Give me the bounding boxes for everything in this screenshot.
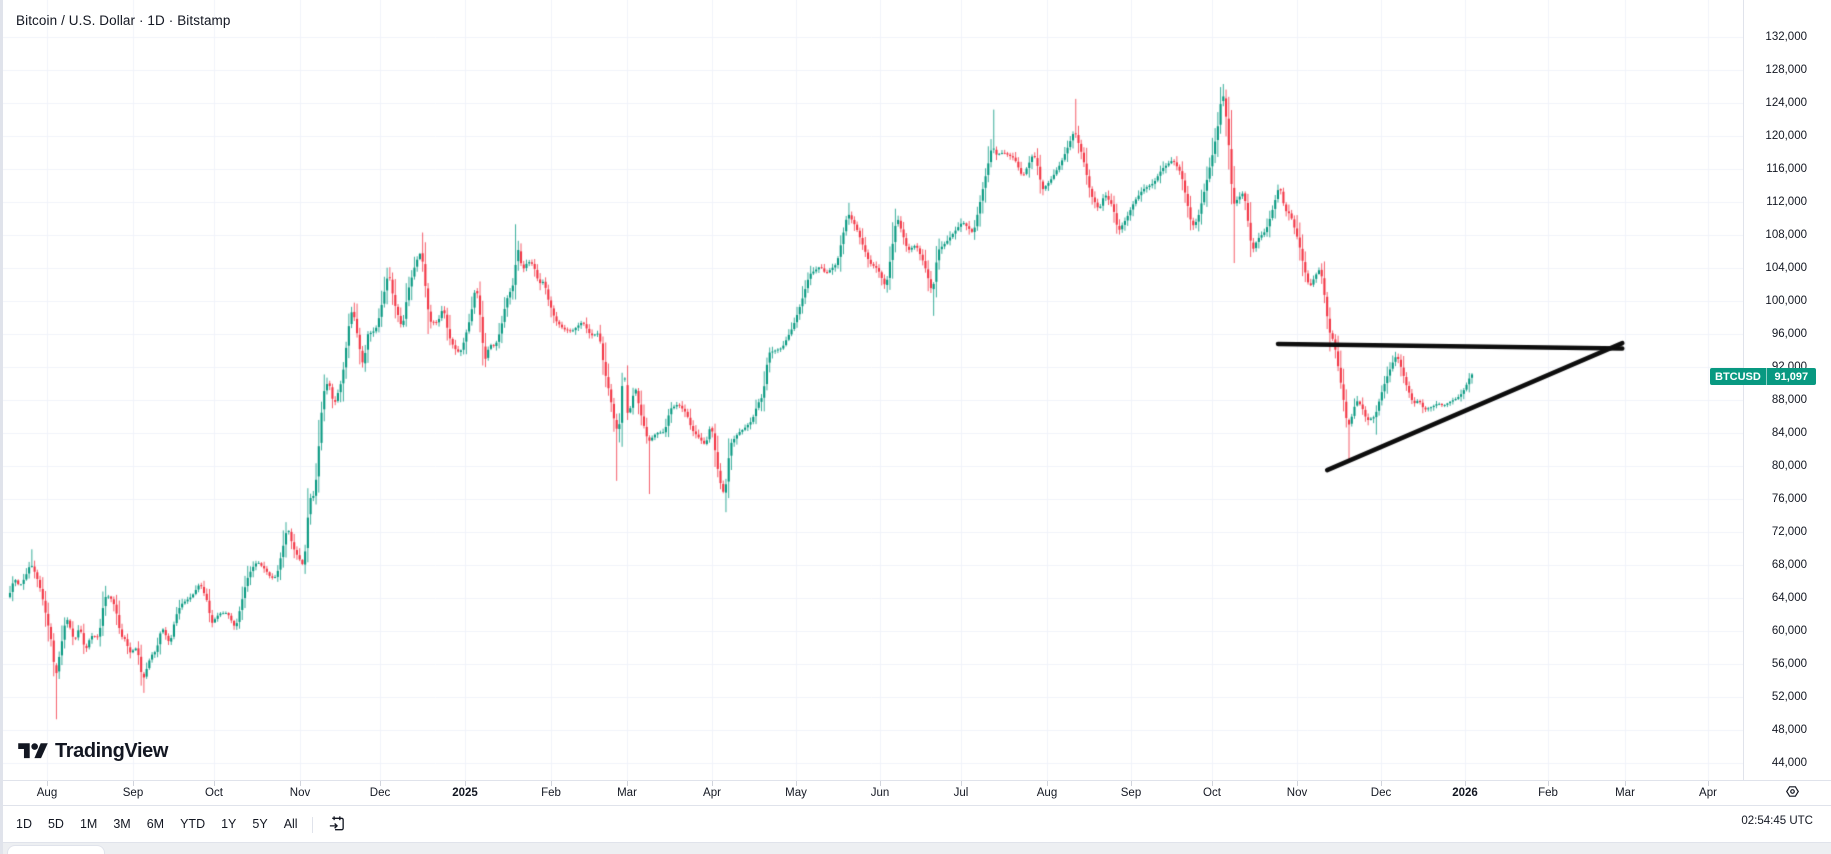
price-axis-label: 76,000 [1771,493,1807,505]
time-axis-tick [796,781,797,786]
range-toolbar: 1D 5D 1M 3M 6M YTD 1Y 5Y All [0,807,1831,842]
time-axis-tick [214,781,215,786]
time-axis-tick [627,781,628,786]
time-axis-label: Nov [1286,787,1308,799]
time-axis[interactable]: Aug Sep Oct Nov Dec 2025 Feb Mar Apr May Jun Jul Aug… [0,780,1831,806]
range-button-ytd[interactable]: YTD [172,814,213,835]
price-axis-label: 56,000 [1771,658,1807,670]
time-axis-tick [1465,781,1466,786]
range-button-1d[interactable]: 1D [8,814,40,835]
time-axis-label: 2026 [1452,787,1478,799]
time-axis-label: 2025 [452,787,478,799]
time-axis-tick [1047,781,1048,786]
tradingview-logo-text: TradingView [55,740,169,762]
window-left-edge [0,0,3,854]
time-axis-tick [1548,781,1549,786]
time-axis-label: Aug [1036,787,1058,799]
time-axis-label: Dec [1370,787,1392,799]
calendar-arrow-icon [327,814,346,836]
price-axis-label: 64,000 [1771,592,1807,604]
time-axis-tick [961,781,962,786]
time-axis-tick [551,781,552,786]
price-axis-label: 100,000 [1765,295,1807,307]
time-axis-label: Jun [870,787,890,799]
time-axis-tick [300,781,301,786]
time-axis-tick [1212,781,1213,786]
time-axis-label: Mar [1615,787,1635,799]
price-axis-label: 48,000 [1771,724,1807,736]
time-axis-tick [133,781,134,786]
time-axis-tick [1625,781,1626,786]
price-axis-label: 88,000 [1771,394,1807,406]
price-axis-label: 84,000 [1771,427,1807,439]
time-axis-tick [465,781,466,786]
go-to-date-button[interactable] [323,812,350,838]
price-axis-label: 68,000 [1771,559,1807,571]
price-axis-label: 128,000 [1765,64,1807,76]
time-axis-label: Mar [617,787,637,799]
range-button-1m[interactable]: 1M [72,814,105,835]
candlestick-chart-canvas[interactable] [0,0,1743,780]
time-axis-label: Oct [205,787,223,799]
last-price-badge-symbol: BTCUSD [1715,370,1761,383]
time-axis-tick [47,781,48,786]
range-button-5y[interactable]: 5Y [244,814,275,835]
time-axis-tick [1381,781,1382,786]
bottom-white-tab [7,845,105,854]
price-axis-label: 124,000 [1765,97,1807,109]
toolbar-divider [311,816,313,833]
time-axis-label: Apr [1699,787,1717,799]
range-button-3m[interactable]: 3M [105,814,138,835]
price-axis-label: 72,000 [1771,526,1807,538]
price-axis-label: 52,000 [1771,691,1807,703]
last-price-badge: BTCUSD 91,097 [1710,368,1816,385]
range-buttons-group: 1D 5D 1M 3M 6M YTD 1Y 5Y All [8,814,306,835]
price-axis-label: 96,000 [1771,328,1807,340]
tradingview-logo-icon [18,740,48,763]
time-axis-label: Nov [289,787,311,799]
range-button-all[interactable]: All [276,814,306,835]
range-button-1y[interactable]: 1Y [213,814,244,835]
time-axis-label: Oct [1203,787,1221,799]
time-axis-label: Feb [541,787,561,799]
time-axis-label: Aug [36,787,58,799]
time-axis-label: Sep [1120,787,1142,799]
time-axis-tick [712,781,713,786]
time-axis-tick [1131,781,1132,786]
time-axis-label: Dec [369,787,391,799]
time-axis-tick [380,781,381,786]
price-axis-label: 116,000 [1766,163,1807,175]
price-axis[interactable]: 132,000 128,000 124,000 120,000 116,000 112,0… [1743,0,1831,780]
timezone-settings-button[interactable] [1782,784,1802,804]
time-axis-tick [1297,781,1298,786]
range-button-6m[interactable]: 6M [139,814,172,835]
tradingview-logo[interactable]: TradingView [18,740,168,763]
hexagon-settings-icon [1784,783,1801,805]
price-axis-label: 132,000 [1765,31,1807,43]
price-axis-label: 44,000 [1771,757,1807,769]
time-axis-label: Apr [703,787,721,799]
range-button-5d[interactable]: 5D [40,814,72,835]
last-price-badge-value: 91,097 [1765,368,1816,385]
price-axis-label: 104,000 [1765,262,1807,274]
time-axis-tick [880,781,881,786]
price-axis-label: 80,000 [1771,460,1807,472]
symbol-title: Bitcoin / U.S. Dollar · 1D · Bitstamp [16,13,231,28]
time-axis-label: May [785,787,807,799]
price-axis-label: 108,000 [1765,229,1807,241]
price-axis-label: 120,000 [1765,130,1807,142]
time-axis-label: Sep [122,787,144,799]
time-axis-label: Feb [1538,787,1558,799]
price-axis-label: 112,000 [1766,196,1807,208]
time-axis-tick [1708,781,1709,786]
time-axis-label: Jul [953,787,969,799]
utc-clock[interactable]: 02:54:45 UTC [1741,815,1813,827]
price-axis-label: 60,000 [1771,625,1807,637]
bottom-strip [0,842,1831,854]
